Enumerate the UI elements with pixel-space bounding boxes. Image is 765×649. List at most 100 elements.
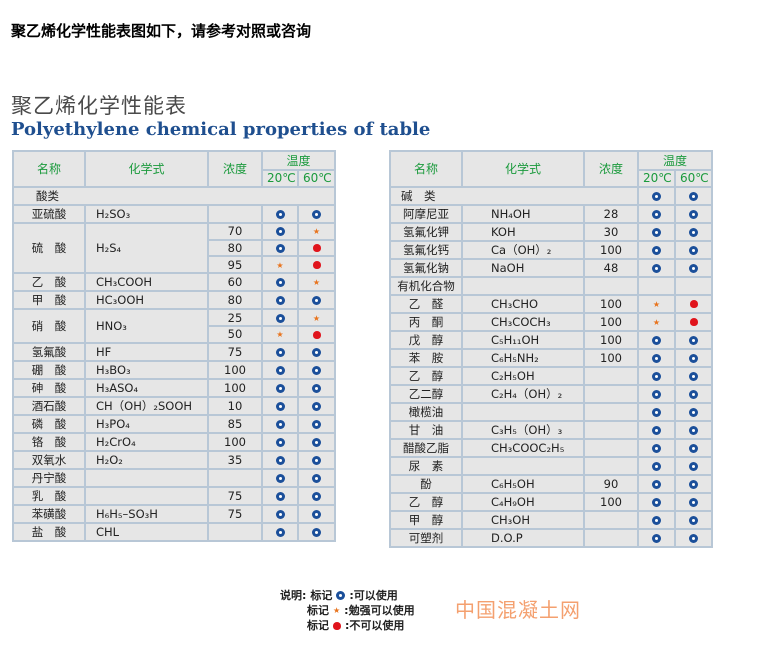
ok-mark-icon [652, 497, 661, 507]
table-row: 酚 C₆H₅OH 90 [389, 473, 714, 494]
name-cell: 丙 酮 [389, 311, 463, 332]
base-organic-table: 名称 化学式 浓度 温度 20℃ 60℃ 碱 类阿摩尼亚 NH₄OH 28 氢氟化钾 KOH 30 氢氟… [389, 150, 714, 548]
table-row: 乙 酸 CH₃COOH 60 ★ [12, 272, 337, 293]
name-cell: 橄榄油 [389, 401, 463, 422]
fair-mark-icon: ★ [652, 317, 661, 327]
table-row: 氢氟化钾 KOH 30 [389, 221, 714, 242]
formula-cell: H₂SO₃ [84, 203, 209, 224]
formula-cell: H₃ASO₄ [84, 377, 209, 398]
temp-60c-cell [673, 437, 714, 458]
temp-20c-cell [261, 221, 299, 241]
concentration-cell: 75 [207, 503, 263, 524]
header-name: 名称 [12, 150, 86, 188]
name-cell: 尿 素 [389, 455, 463, 476]
formula-cell: C₆H₅NH₂ [461, 347, 585, 368]
ok-mark-icon [652, 263, 661, 273]
temp-20c-cell [261, 449, 299, 470]
temp-60c-cell [296, 341, 337, 362]
name-cell: 双氧水 [12, 449, 86, 470]
ok-mark-icon [652, 209, 661, 219]
name-cell: 丹宁酸 [12, 467, 86, 488]
name-cell: 硫 酸 [12, 221, 86, 275]
page-title-cn: 聚乙烯化学性能表 [11, 94, 187, 118]
legend-mark-label: 标记 [307, 619, 329, 632]
table-row: 磷 酸 H₃PO₄ 85 [12, 413, 337, 434]
temp-20c-cell: ★ [261, 324, 299, 344]
ok-mark-icon [689, 389, 698, 399]
table-row: 乙二醇 C₂H₄（OH）₂ [389, 383, 714, 404]
temp-20c-cell [637, 527, 676, 548]
temp-20c-cell [637, 275, 676, 296]
ok-mark-icon [689, 479, 698, 489]
concentration-cell: 48 [583, 257, 639, 278]
temp-20c-cell [637, 509, 676, 530]
temp-20c-cell [261, 485, 299, 506]
formula-cell: C₆H₅OH [461, 473, 585, 494]
concentration-cell: 100 [207, 377, 263, 398]
ok-mark-icon [652, 443, 661, 453]
temp-60c-cell: ★ [296, 272, 337, 293]
header-temperature: 温度 [636, 150, 714, 171]
table-row: 乳 酸 75 [12, 485, 337, 506]
no-mark-icon [312, 330, 321, 339]
formula-cell [84, 467, 209, 488]
concentration-cell [583, 455, 639, 476]
formula-cell [461, 275, 585, 296]
temp-60c-cell [673, 401, 714, 422]
name-cell: 铬 酸 [12, 431, 86, 452]
fair-mark-icon: ★ [312, 313, 321, 323]
temp-20c-cell [637, 365, 676, 386]
fair-mark-icon: ★ [276, 260, 284, 270]
name-cell: 氢氟酸 [12, 341, 86, 362]
temp-60c-cell [296, 395, 337, 416]
table-row: 尿 素 [389, 455, 714, 476]
concentration-cell: 100 [583, 491, 639, 512]
ok-mark-icon [312, 296, 321, 306]
temp-20c-cell [261, 413, 299, 434]
name-cell: 甘 油 [389, 419, 463, 440]
concentration-cell: 100 [583, 347, 639, 368]
ok-mark-icon [652, 371, 661, 381]
temp-60c-cell [673, 329, 714, 350]
formula-cell: Ca（OH）₂ [461, 239, 585, 260]
temp-60c-cell [673, 293, 714, 314]
ok-mark-icon [689, 353, 698, 363]
acid-table: 名称 化学式 浓度 温度 20℃ 60℃ 酸类 亚硫酸 H₂SO₃ 硫 酸 H₂S₄ 70 ★ 80 95 ★… [11, 150, 337, 542]
ok-mark-icon [652, 191, 661, 201]
temp-60c-cell [296, 377, 337, 398]
concentration-cell: 30 [583, 221, 639, 242]
temp-20c-cell [261, 308, 299, 327]
name-cell: 乳 酸 [12, 485, 86, 506]
table-row: 丹宁酸 [12, 467, 337, 488]
name-cell: 苯磺酸 [12, 503, 86, 524]
temp-20c-cell [261, 467, 299, 488]
ok-mark-icon [275, 296, 285, 306]
category-cell: 碱 类 [389, 185, 639, 206]
name-cell: 甲 酸 [12, 290, 86, 311]
ok-mark-icon [312, 491, 321, 501]
legend-item-no: 标记 :不可以使用 [280, 618, 415, 633]
temp-20c-cell [637, 329, 676, 350]
temp-20c-cell [637, 383, 676, 404]
legend-prefix: 说明: [280, 589, 307, 602]
watermark: 中国混凝土网 [455, 598, 581, 622]
table-row: 丙 酮 CH₃COCH₃ 100 ★ [389, 311, 714, 332]
concentration-cell: 50 [207, 324, 263, 344]
ok-mark-icon [275, 227, 285, 237]
table-row: 硼 酸 H₃BO₃ 100 [12, 359, 337, 380]
temp-20c-cell: ★ [637, 311, 676, 332]
ok-mark-icon [275, 365, 285, 375]
name-cell: 盐 酸 [12, 521, 86, 542]
ok-mark-icon [312, 401, 321, 411]
name-cell: 乙 醛 [389, 293, 463, 314]
table-row: 橄榄油 [389, 401, 714, 422]
concentration-cell: 70 [207, 221, 263, 241]
concentration-cell: 60 [207, 272, 263, 293]
formula-cell: H₃BO₃ [84, 359, 209, 380]
fair-mark-icon: ★ [312, 227, 321, 237]
fair-mark-icon: ★ [312, 278, 321, 288]
temp-60c-cell [296, 449, 337, 470]
table-row: 苯 胺 C₆H₅NH₂ 100 [389, 347, 714, 368]
temp-20c-cell [637, 239, 676, 260]
temp-60c-cell [673, 239, 714, 260]
